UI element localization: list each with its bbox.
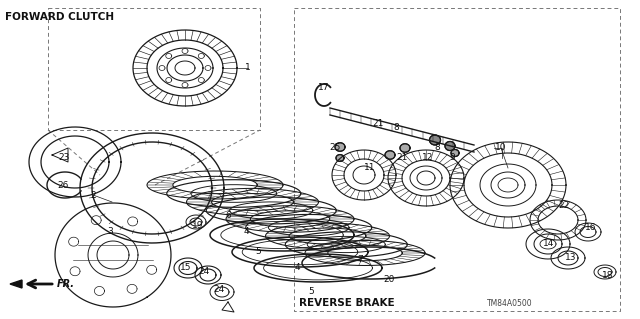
Text: 26: 26 <box>58 181 68 189</box>
Text: 6: 6 <box>225 211 231 219</box>
Ellipse shape <box>336 155 344 161</box>
Text: 24: 24 <box>198 266 210 276</box>
Text: 2: 2 <box>90 190 96 199</box>
Text: 5: 5 <box>255 248 261 256</box>
Text: 4: 4 <box>243 227 249 236</box>
Text: 25: 25 <box>330 144 340 152</box>
Text: FR.: FR. <box>57 279 75 289</box>
Ellipse shape <box>385 151 395 159</box>
Text: 10: 10 <box>495 144 507 152</box>
Text: 4: 4 <box>294 263 300 272</box>
Ellipse shape <box>451 150 459 157</box>
Text: 11: 11 <box>364 164 376 173</box>
Text: 16: 16 <box>585 224 596 233</box>
Text: 14: 14 <box>543 239 555 248</box>
Text: 1: 1 <box>245 63 251 72</box>
Text: 13: 13 <box>565 254 577 263</box>
Ellipse shape <box>335 143 345 151</box>
Text: 8: 8 <box>393 122 399 131</box>
Text: 22: 22 <box>558 201 570 210</box>
Text: 9: 9 <box>449 152 455 161</box>
Text: REVERSE BRAKE: REVERSE BRAKE <box>299 298 395 308</box>
Text: 12: 12 <box>422 153 434 162</box>
Ellipse shape <box>429 135 440 145</box>
Ellipse shape <box>400 144 410 152</box>
Text: 7: 7 <box>357 256 363 264</box>
Text: FORWARD CLUTCH: FORWARD CLUTCH <box>5 12 114 22</box>
Text: TM84A0500: TM84A0500 <box>487 299 532 308</box>
Text: 21: 21 <box>372 118 384 128</box>
Text: 20: 20 <box>383 275 395 284</box>
Text: 18: 18 <box>602 271 614 279</box>
Text: 3: 3 <box>107 227 113 236</box>
Text: 19: 19 <box>192 220 204 229</box>
Text: 21: 21 <box>396 153 408 162</box>
Text: 15: 15 <box>180 263 192 272</box>
Text: 5: 5 <box>308 286 314 295</box>
Text: 17: 17 <box>318 84 330 93</box>
Text: 8: 8 <box>434 144 440 152</box>
Text: 23: 23 <box>58 153 70 162</box>
Text: 24: 24 <box>213 286 225 294</box>
Ellipse shape <box>445 142 455 151</box>
Polygon shape <box>10 280 22 288</box>
